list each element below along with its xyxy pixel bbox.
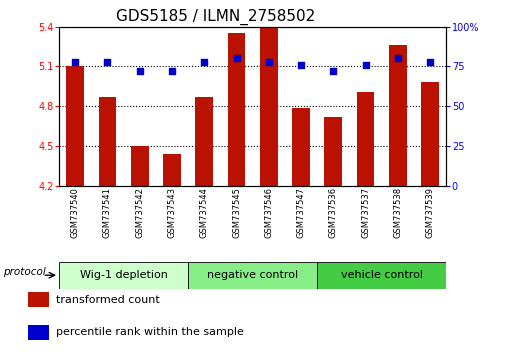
Bar xyxy=(324,117,342,186)
Text: protocol: protocol xyxy=(3,267,46,277)
Point xyxy=(394,56,402,61)
Text: transformed count: transformed count xyxy=(56,295,160,305)
Bar xyxy=(357,92,374,186)
Point xyxy=(200,59,208,64)
Text: GSM737545: GSM737545 xyxy=(232,187,241,238)
Bar xyxy=(59,262,188,289)
Point xyxy=(232,56,241,61)
Point xyxy=(265,59,273,64)
Bar xyxy=(188,262,317,289)
Text: percentile rank within the sample: percentile rank within the sample xyxy=(56,327,244,337)
Bar xyxy=(389,45,407,186)
Text: GSM737538: GSM737538 xyxy=(393,187,402,239)
Bar xyxy=(195,97,213,186)
Point xyxy=(103,59,111,64)
Point xyxy=(71,59,79,64)
Text: negative control: negative control xyxy=(207,270,298,280)
Bar xyxy=(228,33,245,186)
Bar xyxy=(131,146,149,186)
Text: GSM737542: GSM737542 xyxy=(135,187,144,238)
Text: GSM737547: GSM737547 xyxy=(297,187,306,238)
Bar xyxy=(98,97,116,186)
Text: GSM737546: GSM737546 xyxy=(264,187,273,238)
Point xyxy=(135,68,144,74)
Text: Wig-1 depletion: Wig-1 depletion xyxy=(80,270,167,280)
Bar xyxy=(66,67,84,186)
Point xyxy=(168,68,176,74)
Text: vehicle control: vehicle control xyxy=(341,270,423,280)
Bar xyxy=(421,82,439,186)
Text: GSM737539: GSM737539 xyxy=(426,187,435,238)
Point xyxy=(329,68,338,74)
Point xyxy=(297,62,305,68)
Point xyxy=(426,59,435,64)
Point xyxy=(362,62,370,68)
Text: GSM737536: GSM737536 xyxy=(329,187,338,239)
Text: GSM737540: GSM737540 xyxy=(71,187,80,238)
Bar xyxy=(163,154,181,186)
Bar xyxy=(292,108,310,186)
Bar xyxy=(317,262,446,289)
Text: GSM737537: GSM737537 xyxy=(361,187,370,239)
Text: GDS5185 / ILMN_2758502: GDS5185 / ILMN_2758502 xyxy=(116,9,315,25)
Bar xyxy=(260,28,278,186)
Bar xyxy=(28,325,49,339)
Text: GSM737544: GSM737544 xyxy=(200,187,209,238)
Text: GSM737543: GSM737543 xyxy=(167,187,176,238)
Text: GSM737541: GSM737541 xyxy=(103,187,112,238)
Bar xyxy=(28,292,49,307)
